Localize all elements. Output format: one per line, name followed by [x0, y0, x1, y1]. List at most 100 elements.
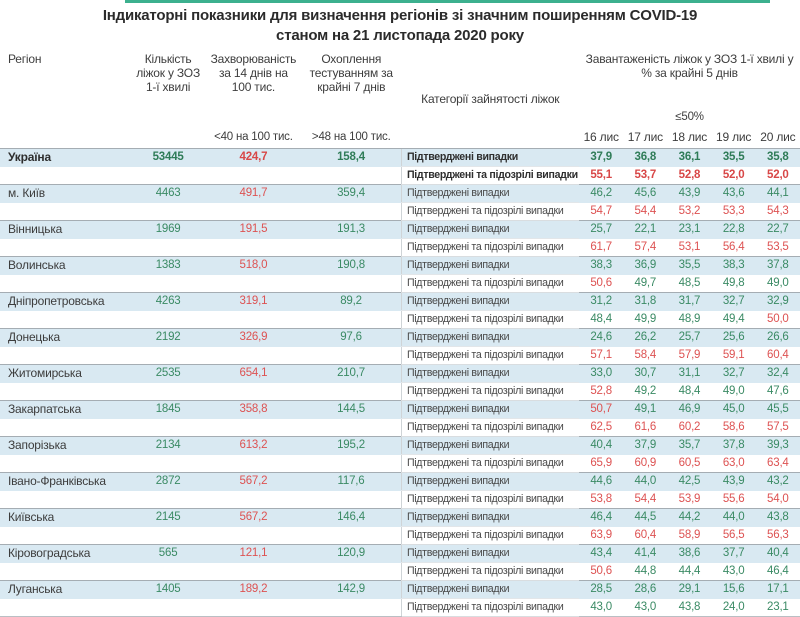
region-row-confirmed: Донецька 2192 326,9 97,6 Підтверджені випадк…: [0, 328, 800, 347]
occupancy-value: 41,4: [623, 544, 668, 563]
testing-value: 89,2: [301, 292, 402, 311]
header-testing: Охоплення тестуванням за крайні 7 днів: [309, 52, 393, 94]
testing-value: 190,8: [301, 256, 402, 275]
occupancy-value: 45,5: [755, 400, 800, 419]
occupancy-value: 63,0: [722, 456, 745, 469]
occupancy-value: 42,5: [667, 472, 712, 491]
occupancy-value: 54,4: [634, 492, 657, 505]
empty-cell: [130, 239, 205, 257]
beds-value: 4463: [130, 184, 206, 203]
occupancy-value: 46,9: [667, 400, 712, 419]
region-row-suspected: Підтверджені та підозрілі випадки 61,7 57,…: [0, 238, 800, 257]
category-label-confirmed: Підтверджені випадки: [400, 292, 580, 311]
empty-cell: [206, 239, 301, 257]
region-row-suspected: Підтверджені та підозрілі випадки 65,9 60,…: [0, 454, 800, 473]
category-label-confirmed: Підтверджені випадки: [400, 364, 580, 383]
occupancy-value: 63,9: [590, 528, 612, 541]
beds-value: 565: [130, 544, 206, 563]
region-name: Донецька: [0, 328, 131, 347]
category-label-confirmed: Підтверджені випадки: [400, 472, 580, 491]
occupancy-value: 31,7: [667, 292, 712, 311]
category-label-confirmed: Підтверджені випадки: [400, 544, 580, 563]
occupancy-value: 23,1: [755, 598, 800, 617]
occupancy-value: 49,0: [722, 384, 745, 397]
region-row-confirmed: Закарпатська 1845 358,8 144,5 Підтверджені в…: [0, 400, 800, 419]
empty-cell: [130, 563, 205, 581]
occupancy-value: 60,2: [678, 420, 701, 433]
region-name: Івано-Франківська: [0, 472, 131, 491]
empty-cell: [301, 311, 401, 329]
empty-cell: [301, 455, 401, 473]
occupancy-value: 54,3: [767, 204, 789, 217]
occupancy-value: 29,1: [667, 580, 712, 599]
empty-cell: [130, 311, 205, 329]
occupancy-value: 32,7: [711, 292, 756, 311]
empty-cell: [301, 239, 401, 257]
empty-cell: [206, 491, 301, 509]
occupancy-value: 56,3: [767, 528, 789, 541]
empty-cell: [130, 347, 205, 365]
region-row-confirmed: Запорізька 2134 613,2 195,2 Підтверджені вип…: [0, 436, 800, 455]
occupancy-value: 44,0: [711, 508, 756, 527]
category-label-confirmed: Підтверджені випадки: [400, 184, 580, 203]
empty-cell: [0, 311, 130, 329]
incidence-value: 319,1: [205, 292, 302, 311]
header-date-5: 20 лис: [760, 130, 796, 144]
occupancy-value: 53,5: [767, 240, 789, 253]
occupancy-value: 31,1: [667, 364, 712, 383]
header-testing-threshold: >48 на 100 тис.: [311, 131, 391, 143]
category-label-suspected: Підтверджені та підозрілі випадки: [400, 310, 580, 329]
header-beds: Кількість ліжок у ЗОЗ 1-ї хвилі: [136, 52, 200, 94]
category-label-confirmed: Підтверджені випадки: [400, 328, 580, 347]
occupancy-value: 25,7: [579, 220, 624, 239]
region-name: Дніпропетровська: [0, 292, 131, 311]
incidence-value: 189,2: [205, 580, 302, 599]
empty-cell: [206, 419, 301, 437]
empty-cell: [130, 383, 205, 401]
table-body: Україна 53445 424,7 158,4 Підтверджені випад…: [0, 148, 800, 617]
testing-value: 117,6: [301, 472, 402, 491]
occupancy-value: 35,7: [667, 436, 712, 455]
empty-cell: [301, 419, 401, 437]
occupancy-value: 56,4: [722, 240, 745, 253]
occupancy-value: 31,8: [623, 292, 668, 311]
category-label-suspected: Підтверджені та підозрілі випадки: [400, 598, 580, 617]
region-row-suspected: Підтверджені та підозрілі випадки 48,4 49,…: [0, 310, 800, 329]
category-label-suspected: Підтверджені та підозрілі випадки: [400, 382, 580, 401]
occupancy-value: 60,9: [634, 456, 657, 469]
empty-cell: [301, 275, 401, 293]
empty-cell: [130, 275, 205, 293]
occupancy-value: 50,0: [767, 312, 789, 325]
testing-value: 210,7: [301, 364, 402, 383]
beds-value: 1405: [130, 580, 206, 599]
occupancy-value: 54,0: [767, 492, 789, 505]
occupancy-value: 43,9: [667, 184, 712, 203]
occupancy-value: 37,7: [711, 544, 756, 563]
category-label-confirmed: Підтверджені випадки: [400, 400, 580, 419]
empty-cell: [301, 491, 401, 509]
occupancy-value: 40,4: [579, 436, 624, 455]
testing-value: 142,9: [301, 580, 402, 599]
region-name: Вінницька: [0, 220, 131, 239]
beds-value: 4263: [130, 292, 206, 311]
category-label-suspected: Підтверджені та підозрілі випадки: [400, 238, 580, 257]
occupancy-value: 53,9: [678, 492, 701, 505]
occupancy-value: 47,6: [767, 384, 789, 397]
beds-value: 2134: [130, 436, 206, 455]
occupancy-value: 44,1: [755, 184, 800, 203]
page-title-line1: Індикаторні показники для визначення рег…: [102, 7, 698, 24]
occupancy-value: 57,1: [590, 348, 612, 361]
occupancy-value: 49,2: [634, 384, 657, 397]
occupancy-value: 61,7: [590, 240, 612, 253]
occupancy-value: 17,1: [755, 580, 800, 599]
occupancy-value: 44,6: [579, 472, 624, 491]
empty-cell: [0, 347, 130, 365]
occupancy-value: 45,6: [623, 184, 668, 203]
testing-value: 146,4: [301, 508, 402, 527]
occupancy-value: 36,8: [623, 148, 668, 167]
testing-value: 97,6: [301, 328, 402, 347]
occupancy-value: 32,4: [755, 364, 800, 383]
empty-cell: [301, 563, 401, 581]
region-row-suspected: Підтверджені та підозрілі випадки 62,5 61,…: [0, 418, 800, 437]
empty-cell: [130, 203, 205, 221]
